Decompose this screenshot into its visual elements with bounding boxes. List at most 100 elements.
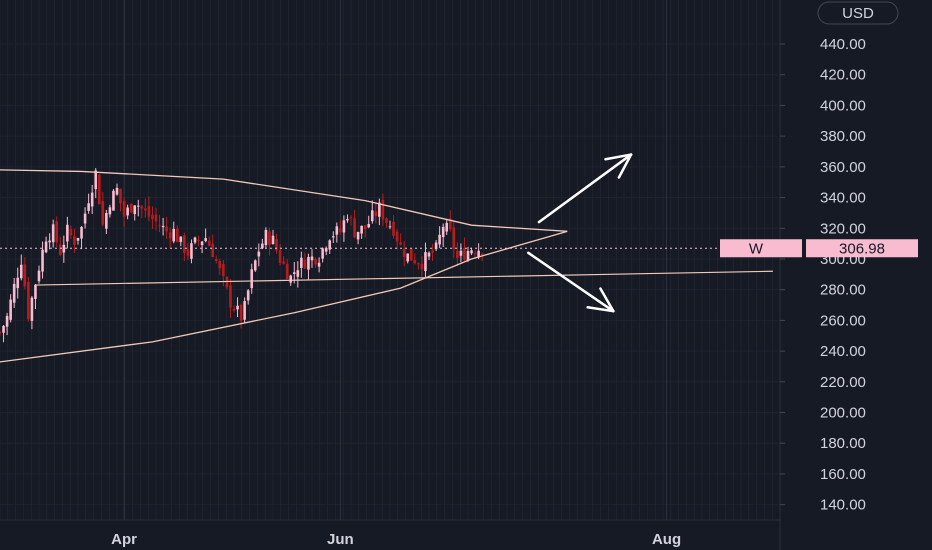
candle-body — [186, 249, 190, 256]
candle-body — [381, 199, 385, 220]
candle-body — [207, 240, 211, 246]
candle-body — [37, 270, 41, 282]
candle-body — [402, 249, 406, 257]
candle-body — [448, 218, 452, 230]
price-tick-label: 160.00 — [820, 466, 866, 483]
price-tick-label: 260.00 — [820, 312, 866, 329]
candle-body — [151, 214, 154, 220]
candle-body — [126, 207, 129, 216]
candle-body — [129, 204, 133, 213]
candle-body — [360, 225, 363, 234]
price-axis[interactable]: 140.00 160.00 180.00 200.00 220.00 240.00 260.… — [780, 36, 866, 514]
candle-body — [424, 252, 427, 272]
candle-body — [30, 297, 34, 321]
candle-body — [417, 263, 420, 265]
candle-body — [9, 299, 12, 320]
chart-grid — [0, 0, 781, 550]
candle-body — [179, 236, 183, 242]
candle-body — [147, 206, 151, 217]
candle-body — [480, 253, 484, 255]
candle-body — [420, 263, 424, 270]
candle-body — [289, 275, 293, 283]
candle-body — [261, 243, 264, 249]
candle-body — [370, 210, 374, 222]
candle-body — [2, 325, 5, 333]
candle-body — [55, 221, 59, 243]
candle-body — [83, 213, 87, 224]
candle-body — [285, 263, 289, 279]
candle-body — [275, 238, 278, 251]
candle-body — [395, 231, 399, 242]
candle-body — [271, 235, 275, 245]
candle-body — [119, 188, 122, 204]
series-name-label: W — [749, 240, 764, 257]
price-tick-label: 140.00 — [820, 497, 866, 514]
candle-body — [115, 187, 119, 195]
candle-body — [431, 250, 434, 253]
currency-badge-box — [817, 1, 899, 25]
candle-body — [406, 253, 410, 262]
price-tick-label: 220.00 — [820, 374, 866, 391]
candle-body — [413, 259, 417, 264]
candle-body — [441, 226, 445, 238]
currency-label: USD — [842, 5, 874, 22]
candle-body — [66, 224, 69, 242]
candle-body — [97, 174, 101, 205]
candle-body — [268, 231, 271, 246]
candle-body — [264, 229, 268, 246]
candle-body — [94, 170, 98, 190]
time-axis[interactable]: Apr Jun Aug — [111, 531, 681, 548]
candle-body — [292, 272, 296, 274]
candle-body — [214, 259, 218, 261]
last-price-box — [806, 239, 918, 258]
candle-body — [73, 236, 76, 245]
currency-badge[interactable]: USD — [817, 1, 899, 25]
time-tick-label: Jun — [327, 531, 354, 548]
candle-body — [282, 261, 285, 264]
candle-body — [243, 301, 246, 320]
candle-body — [257, 251, 261, 257]
price-tick-label: 340.00 — [820, 190, 866, 207]
candle-body — [346, 218, 349, 221]
drawing-overlays — [0, 153, 780, 363]
candle-body — [154, 214, 158, 222]
price-tick-label: 440.00 — [820, 36, 866, 53]
candle-body — [339, 228, 342, 232]
candle-body — [367, 223, 371, 228]
candle-body — [122, 201, 126, 217]
price-tick-label: 420.00 — [820, 67, 866, 84]
candle-body — [392, 221, 395, 236]
candle-body — [165, 226, 168, 232]
price-tick-label: 320.00 — [820, 220, 866, 237]
candle-body — [307, 256, 310, 270]
candle-body — [388, 226, 392, 228]
price-tick-label: 400.00 — [820, 97, 866, 114]
candle-body — [172, 228, 176, 242]
candle-body — [158, 225, 161, 227]
time-tick-label: Apr — [111, 531, 137, 548]
breakout-up-arrow-head — [604, 153, 633, 161]
candle-body — [232, 308, 236, 311]
price-tick-label: 240.00 — [820, 343, 866, 360]
candle-body — [23, 264, 27, 287]
candle-body — [222, 264, 225, 277]
candle-body — [466, 250, 470, 261]
candle-body — [0, 332, 2, 334]
candle-body — [250, 269, 254, 289]
candle-body — [342, 220, 346, 233]
candle-body — [378, 202, 381, 217]
candle-body — [197, 239, 200, 241]
candle-body — [353, 218, 356, 238]
candle-body — [363, 225, 367, 230]
candle-body — [335, 226, 339, 235]
candle-body — [105, 212, 108, 229]
candle-body — [58, 244, 62, 255]
candle-body — [399, 242, 402, 245]
candle-body — [44, 241, 48, 253]
candle-body — [246, 290, 250, 301]
candle-body — [317, 262, 321, 267]
candle-body — [236, 305, 239, 310]
candle-body — [477, 250, 480, 258]
